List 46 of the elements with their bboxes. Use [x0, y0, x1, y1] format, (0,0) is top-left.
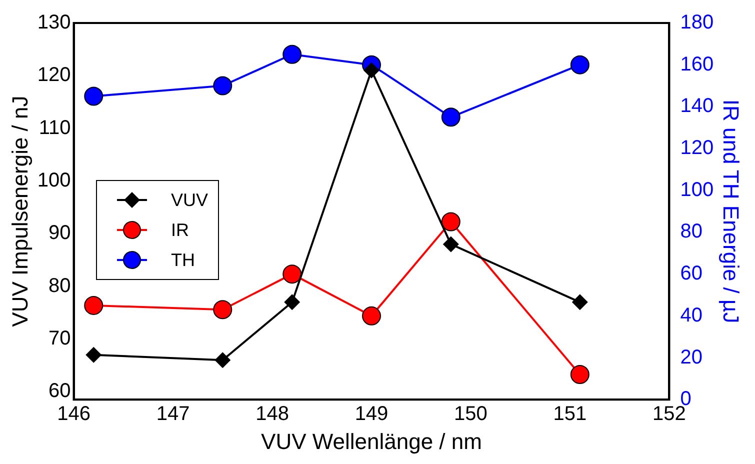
y-axis-title: VUV Impulsenergie / nJ [7, 96, 32, 327]
point [214, 352, 231, 368]
point [570, 55, 590, 74]
y2-tick-label: 20 [680, 346, 702, 368]
y-tick-label: 60 [48, 380, 71, 402]
point [441, 108, 460, 127]
y2-tick-label: 180 [680, 12, 714, 34]
x-axis-title: VUV Wellenlänge / nm [261, 428, 482, 454]
legend-label: TH [171, 250, 195, 270]
y2-axis-title: IR und TH Energie / µJ [718, 99, 744, 324]
y-tick-label: 80 [48, 274, 71, 297]
point [84, 86, 104, 106]
y2-tick-label: 100 [680, 178, 714, 201]
point [442, 236, 459, 252]
x-tick-label: 146 [57, 403, 90, 426]
legend-label: VUV [171, 190, 208, 210]
point [364, 62, 380, 78]
point [441, 212, 460, 232]
x-tick-label: 149 [354, 403, 388, 426]
point [84, 296, 104, 315]
y2-tick-label: 60 [680, 262, 702, 285]
point [570, 364, 590, 384]
y-tick-label: 70 [48, 328, 71, 350]
point [282, 264, 302, 284]
y-tick-label: 100 [37, 170, 71, 192]
y-tick-label: 120 [37, 64, 71, 86]
y2-tick-label: 80 [680, 220, 702, 243]
point [213, 300, 232, 320]
legend-label: IR [171, 220, 189, 240]
point [282, 44, 302, 64]
x-tick-label: 148 [256, 403, 289, 426]
point [213, 76, 232, 96]
y2-tick-label: 40 [680, 304, 702, 326]
point [572, 294, 588, 310]
y2-tick-label: 120 [680, 137, 714, 160]
x-tick-label: 150 [454, 403, 488, 426]
point [86, 346, 102, 363]
y-tick-label: 110 [38, 116, 71, 139]
y2-tick-label: 160 [680, 53, 714, 76]
y-tick-label: 90 [48, 222, 71, 244]
y-tick-label: 130 [37, 12, 71, 34]
point [362, 306, 381, 326]
x-tick-label: 151 [553, 403, 587, 426]
x-tick-label: 147 [156, 403, 190, 426]
point [284, 294, 300, 310]
y2-tick-label: 140 [680, 95, 714, 118]
